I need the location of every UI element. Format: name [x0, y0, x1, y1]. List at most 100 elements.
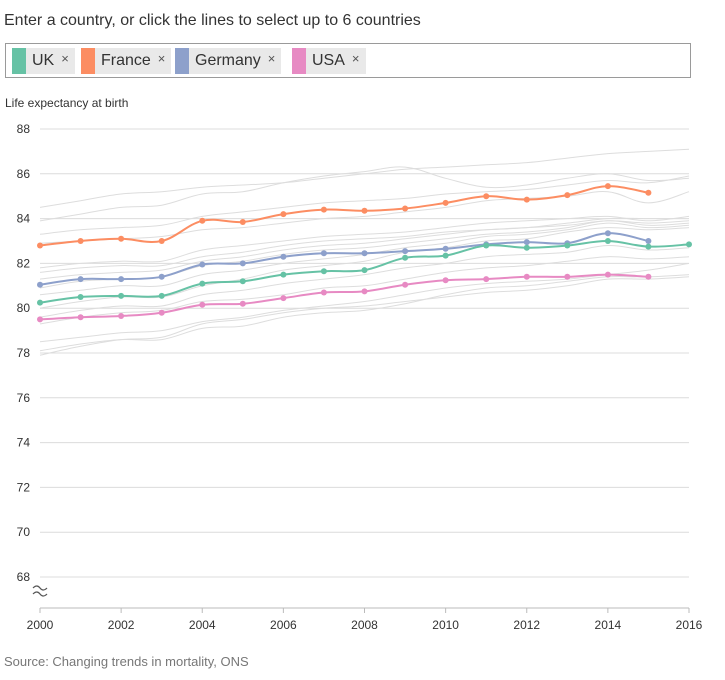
data-point-france[interactable]	[199, 217, 206, 224]
data-point-france[interactable]	[483, 193, 490, 200]
remove-germany-icon[interactable]: ×	[267, 50, 276, 66]
data-point-uk[interactable]	[158, 292, 165, 299]
data-point-germany[interactable]	[523, 239, 530, 246]
data-point-usa[interactable]	[361, 288, 368, 295]
data-point-germany[interactable]	[199, 261, 206, 268]
data-point-uk[interactable]	[118, 292, 125, 299]
data-point-france[interactable]	[37, 242, 43, 249]
data-point-germany[interactable]	[37, 281, 43, 288]
data-point-usa[interactable]	[158, 309, 165, 316]
y-tick-label: 86	[17, 167, 31, 181]
background-series-line[interactable]	[39, 215, 690, 269]
data-point-usa[interactable]	[118, 313, 125, 319]
selected-series-lines[interactable]	[37, 183, 692, 323]
data-point-france[interactable]	[280, 211, 287, 218]
data-point-germany[interactable]	[118, 276, 125, 283]
data-point-usa[interactable]	[523, 273, 530, 280]
y-tick-label: 76	[17, 391, 31, 405]
data-point-usa[interactable]	[564, 273, 571, 280]
data-point-usa[interactable]	[442, 277, 449, 284]
data-point-france[interactable]	[361, 207, 368, 214]
data-point-uk[interactable]	[320, 268, 327, 275]
data-point-france[interactable]	[645, 189, 652, 196]
data-point-uk[interactable]	[239, 278, 246, 285]
data-point-uk[interactable]	[645, 243, 652, 250]
chip-swatch	[81, 48, 95, 74]
data-point-uk[interactable]	[564, 242, 571, 249]
data-point-france[interactable]	[402, 205, 409, 212]
remove-usa-icon[interactable]: ×	[351, 50, 360, 66]
background-series-line[interactable]	[39, 148, 690, 208]
data-point-uk[interactable]	[442, 252, 449, 259]
background-series-line[interactable]	[39, 274, 690, 352]
data-point-usa[interactable]	[320, 289, 327, 296]
chip-label: France	[101, 52, 151, 69]
background-series-line[interactable]	[39, 244, 690, 318]
chip-germany[interactable]: Germany ×	[175, 48, 282, 74]
data-point-uk[interactable]	[523, 244, 530, 251]
data-point-germany[interactable]	[402, 248, 409, 255]
data-point-usa[interactable]	[402, 281, 409, 288]
data-point-germany[interactable]	[361, 250, 368, 257]
x-tick-label: 2008	[351, 618, 378, 632]
background-lines[interactable]	[39, 148, 690, 356]
data-point-germany[interactable]	[158, 273, 165, 280]
data-point-france[interactable]	[604, 183, 611, 190]
data-point-uk[interactable]	[37, 299, 43, 306]
data-point-france[interactable]	[239, 219, 246, 225]
data-point-usa[interactable]	[37, 316, 43, 323]
data-point-uk[interactable]	[402, 254, 409, 261]
data-point-usa[interactable]	[645, 273, 652, 280]
data-point-france[interactable]	[118, 235, 125, 242]
y-tick-label: 68	[17, 570, 31, 584]
data-point-usa[interactable]	[199, 301, 206, 308]
data-point-germany[interactable]	[280, 253, 287, 260]
data-point-usa[interactable]	[483, 276, 490, 283]
series-line-france[interactable]	[39, 185, 649, 247]
data-point-uk[interactable]	[686, 241, 692, 248]
data-point-usa[interactable]	[604, 271, 611, 278]
remove-france-icon[interactable]: ×	[157, 50, 166, 66]
background-series-line[interactable]	[39, 276, 690, 356]
data-point-france[interactable]	[442, 199, 449, 206]
background-series-line[interactable]	[39, 220, 690, 280]
chip-swatch	[12, 48, 26, 74]
data-point-uk[interactable]	[199, 280, 206, 287]
data-point-france[interactable]	[320, 206, 327, 213]
data-point-usa[interactable]	[77, 314, 84, 321]
data-point-germany[interactable]	[320, 250, 327, 257]
data-point-france[interactable]	[77, 238, 84, 244]
data-point-france[interactable]	[523, 196, 530, 203]
background-series-line[interactable]	[39, 262, 690, 343]
data-point-germany[interactable]	[442, 245, 449, 252]
background-series-line[interactable]	[39, 175, 690, 235]
data-point-germany[interactable]	[239, 260, 246, 267]
chip-uk[interactable]: UK ×	[12, 48, 75, 74]
chip-label: USA	[312, 52, 345, 69]
data-point-france[interactable]	[564, 192, 571, 199]
data-point-uk[interactable]	[604, 238, 611, 244]
remove-uk-icon[interactable]: ×	[61, 50, 69, 66]
data-point-uk[interactable]	[77, 294, 84, 300]
data-point-uk[interactable]	[280, 271, 287, 278]
chip-swatch	[175, 48, 189, 74]
background-series-line[interactable]	[39, 166, 690, 222]
data-point-usa[interactable]	[239, 300, 246, 307]
chip-usa[interactable]: USA ×	[292, 48, 366, 74]
data-point-uk[interactable]	[483, 242, 490, 249]
data-point-germany[interactable]	[77, 276, 84, 283]
series-line-germany[interactable]	[39, 232, 649, 286]
background-series-line[interactable]	[39, 217, 689, 273]
country-selector[interactable]: UK × France × Germany × USA ×	[5, 43, 691, 78]
data-point-germany[interactable]	[604, 230, 611, 237]
data-point-france[interactable]	[158, 238, 165, 244]
data-point-germany[interactable]	[645, 238, 652, 244]
background-series-line[interactable]	[39, 256, 690, 325]
data-point-uk[interactable]	[361, 267, 368, 274]
y-tick-label: 72	[17, 480, 31, 494]
chip-france[interactable]: France ×	[81, 48, 172, 74]
background-series-line[interactable]	[39, 190, 690, 244]
series-line-usa[interactable]	[39, 273, 649, 321]
data-point-usa[interactable]	[280, 295, 287, 302]
